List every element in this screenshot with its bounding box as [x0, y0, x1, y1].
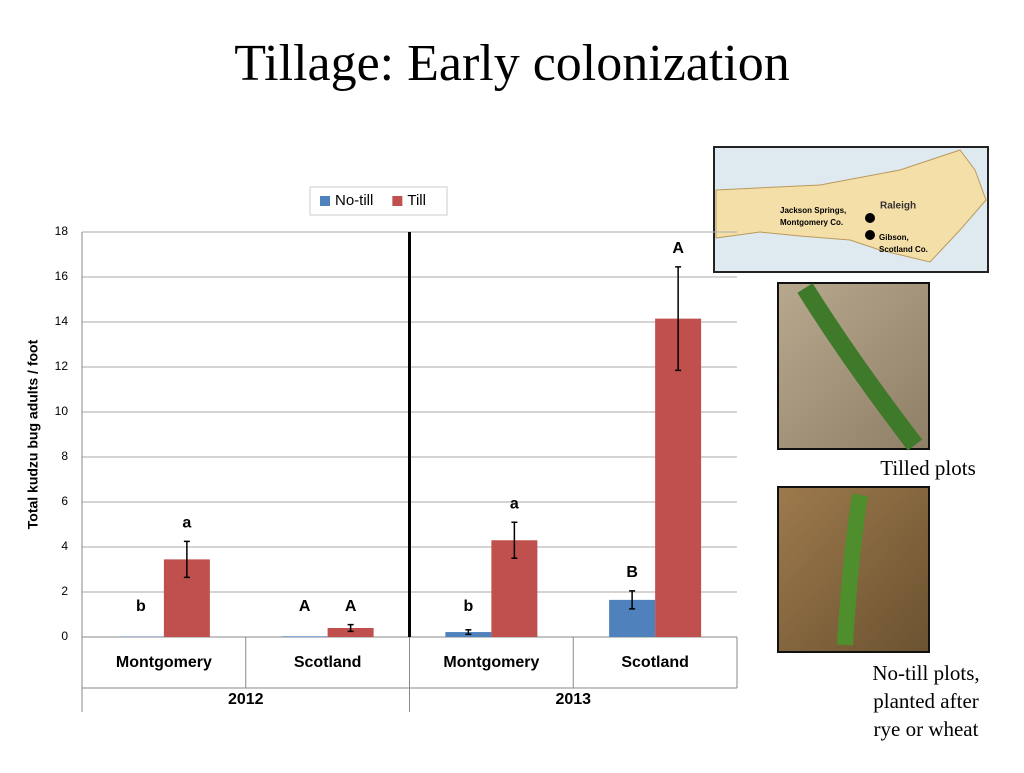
- map-label: Gibson,: [879, 233, 909, 242]
- legend-box: [310, 187, 447, 215]
- map: Raleigh Jackson Springs, Montgomery Co. …: [714, 147, 988, 272]
- y-tick-label: 18: [55, 224, 69, 238]
- significance-letter: B: [626, 564, 638, 581]
- year-label: 2013: [555, 691, 591, 708]
- map-label: Scotland Co.: [879, 245, 928, 254]
- y-tick-label: 16: [55, 269, 69, 283]
- map-label: Montgomery Co.: [780, 218, 843, 227]
- y-tick-label: 14: [55, 314, 69, 328]
- y-tick-label: 0: [61, 629, 68, 643]
- significance-letter: A: [345, 598, 357, 615]
- x-tick-label: Scotland: [621, 654, 689, 671]
- bar: [282, 636, 328, 637]
- significance-letter: b: [136, 598, 146, 615]
- x-tick-label: Montgomery: [443, 654, 539, 671]
- legend-label: Till: [407, 192, 426, 209]
- chart: 0 2 4 6 8 10 12 14 16 18 Total kudzu bug adults / …: [25, 187, 737, 712]
- y-tick-label: 8: [61, 449, 68, 463]
- photo-caption: No-till plots,: [872, 661, 979, 685]
- map-label: Jackson Springs,: [780, 206, 846, 215]
- significance-letter: a: [182, 515, 191, 532]
- photo-caption: planted after: [873, 689, 979, 713]
- slide-title: Tillage: Early colonization: [234, 35, 790, 92]
- significance-letter: b: [463, 598, 473, 615]
- photo-caption: rye or wheat: [874, 717, 979, 741]
- y-tick-label: 4: [61, 539, 68, 553]
- y-tick-label: 12: [55, 359, 69, 373]
- photo-caption: Tilled plots: [880, 456, 976, 480]
- y-axis-label: Total kudzu bug adults / foot: [25, 339, 41, 529]
- y-tick-label: 10: [55, 404, 69, 418]
- y-tick-label: 6: [61, 494, 68, 508]
- legend-label: No-till: [335, 192, 373, 209]
- y-tick-label: 2: [61, 584, 68, 598]
- x-tick-label: Montgomery: [116, 654, 212, 671]
- significance-letter: A: [299, 598, 311, 615]
- map-label: Raleigh: [880, 201, 916, 212]
- legend-swatch: [392, 196, 402, 206]
- year-label: 2012: [228, 691, 264, 708]
- x-tick-label: Scotland: [294, 654, 362, 671]
- significance-letter: A: [672, 240, 684, 257]
- legend-swatch: [320, 196, 330, 206]
- significance-letter: a: [510, 495, 519, 512]
